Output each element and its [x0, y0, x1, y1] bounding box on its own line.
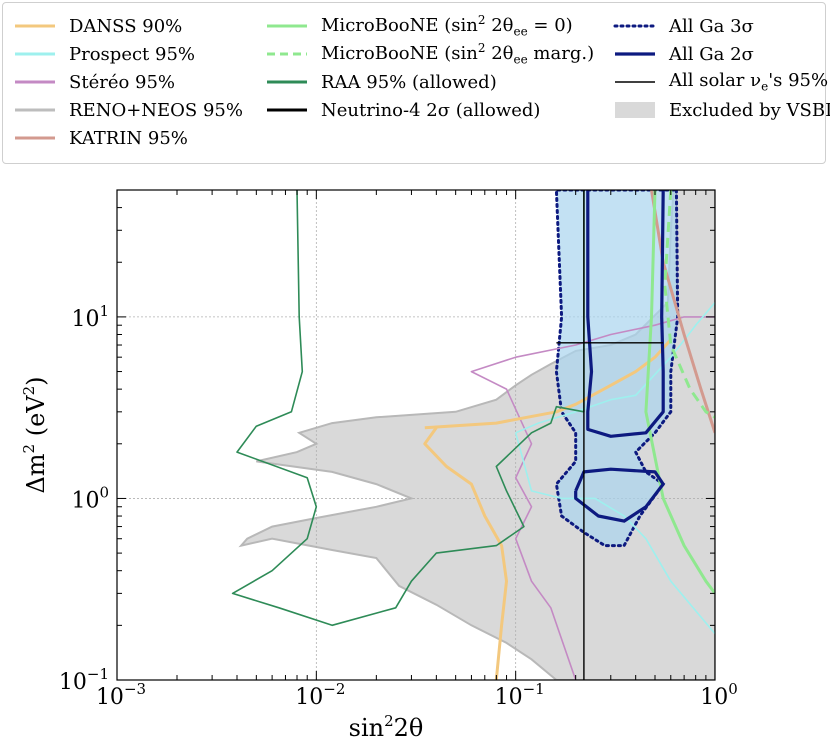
x-tick-label-3: 100: [700, 680, 738, 710]
legend-label-katrin: KATRIN 95%: [69, 127, 188, 149]
y-tick-label-0: 10−1: [59, 665, 109, 695]
stereo-contour: [470, 316, 715, 680]
legend-swatch-raa: [267, 80, 307, 84]
all-ga-2sigma-contour-upper: [586, 190, 665, 438]
danss-contour-upper: [424, 338, 672, 430]
legend-label-raa: RAA 95% (allowed): [321, 71, 497, 93]
legend-item-ga3: All Ga 3σ: [613, 13, 754, 39]
legend-label-neutrino4: Neutrino-4 2σ (allowed): [321, 99, 541, 121]
legend-swatch-stereo: [15, 80, 55, 84]
legend-swatch-neutrino4: [267, 108, 307, 112]
legend-label-ga3: All Ga 3σ: [669, 15, 754, 37]
legend-swatch-danss: [15, 24, 55, 28]
y-axis-label: Δm2 (eV2): [20, 376, 50, 493]
plot-frame: [116, 189, 716, 681]
legend-item-raa: RAA 95% (allowed): [265, 69, 497, 95]
x-tick-label-0: 10−3: [96, 680, 146, 710]
legend-label-solar: All solar νe's 95%: [669, 70, 829, 94]
plot-area: [117, 190, 715, 680]
legend-item-solar: All solar νe's 95%: [613, 69, 828, 95]
legend-item-katrin: KATRIN 95%: [13, 125, 188, 151]
legend-item-neutrino4: Neutrino-4 2σ (allowed): [265, 97, 540, 123]
katrin-contour: [650, 190, 715, 434]
legend-swatch-reno: [15, 108, 55, 112]
legend-swatch-ga3: [613, 24, 657, 28]
legend-swatch-microboone0: [267, 24, 307, 28]
legend-label-stereo: Stéréo 95%: [69, 71, 176, 93]
legend-swatch-microbooneMarg: [267, 52, 307, 56]
legend: DANSS 90% Prospect 95% Stéréo 95% RENO+NEOS…: [2, 2, 830, 164]
legend-item-reno: RENO+NEOS 95%: [13, 97, 243, 123]
legend-label-microboone0: MicroBooNE (sin2 2θee = 0): [321, 13, 573, 39]
x-tick-label-1: 10−2: [295, 680, 345, 710]
danss-contour-lower: [423, 426, 508, 680]
legend-item-microboone0: MicroBooNE (sin2 2θee = 0): [265, 13, 573, 39]
legend-swatch-ga2: [615, 52, 655, 56]
legend-item-prospect: Prospect 95%: [13, 41, 195, 67]
x-tick-label-2: 10−1: [495, 680, 545, 710]
x-axis-label: sin22θ: [349, 712, 424, 742]
legend-label-prospect: Prospect 95%: [69, 43, 196, 65]
legend-label-danss: DANSS 90%: [69, 15, 183, 37]
legend-swatch-katrin: [15, 136, 55, 140]
y-tick-label-1: 100: [71, 483, 109, 513]
legend-item-danss: DANSS 90%: [13, 13, 182, 39]
legend-item-vsbl: Excluded by VSBL: [613, 97, 830, 123]
raa-contour: [231, 190, 585, 627]
legend-label-microbooneMarg: MicroBooNE (sin2 2θee marg.): [321, 41, 595, 67]
legend-item-microbooneMarg: MicroBooNE (sin2 2θee marg.): [265, 41, 594, 67]
prospect-contour-lower: [514, 432, 715, 635]
y-tick-label-2: 101: [71, 302, 109, 332]
legend-item-ga2: All Ga 2σ: [613, 41, 754, 67]
legend-label-reno: RENO+NEOS 95%: [69, 99, 243, 121]
legend-swatch-solar: [615, 81, 655, 83]
legend-item-stereo: Stéréo 95%: [13, 69, 175, 95]
axis-ticks: [116, 189, 715, 681]
legend-swatch-vsbl: [615, 102, 655, 118]
all-ga-2sigma-contour-lower: [574, 467, 665, 523]
prospect-contour-upper: [515, 301, 715, 434]
legend-label-ga2: All Ga 2σ: [669, 43, 754, 65]
legend-swatch-prospect: [15, 52, 55, 56]
microboone-zero-contour: [644, 190, 715, 595]
legend-label-vsbl: Excluded by VSBL: [669, 99, 830, 121]
microboone-marg-contour: [663, 190, 715, 419]
vsbl-excluded-region: [238, 190, 715, 680]
